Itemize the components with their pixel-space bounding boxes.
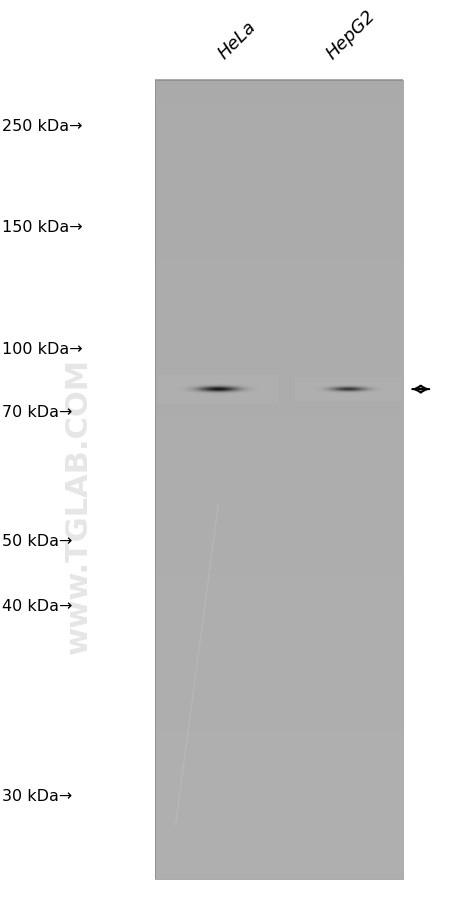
Text: www.TGLAB.COM: www.TGLAB.COM xyxy=(64,357,93,653)
Text: 100 kDa→: 100 kDa→ xyxy=(2,342,83,356)
Text: 70 kDa→: 70 kDa→ xyxy=(2,405,72,419)
Text: 150 kDa→: 150 kDa→ xyxy=(2,220,83,235)
Text: HepG2: HepG2 xyxy=(323,7,379,63)
Text: 40 kDa→: 40 kDa→ xyxy=(2,599,72,613)
Text: 250 kDa→: 250 kDa→ xyxy=(2,119,83,133)
Text: 30 kDa→: 30 kDa→ xyxy=(2,788,72,803)
Text: HeLa: HeLa xyxy=(215,18,260,63)
Bar xyxy=(155,81,403,879)
Text: 50 kDa→: 50 kDa→ xyxy=(2,534,72,548)
